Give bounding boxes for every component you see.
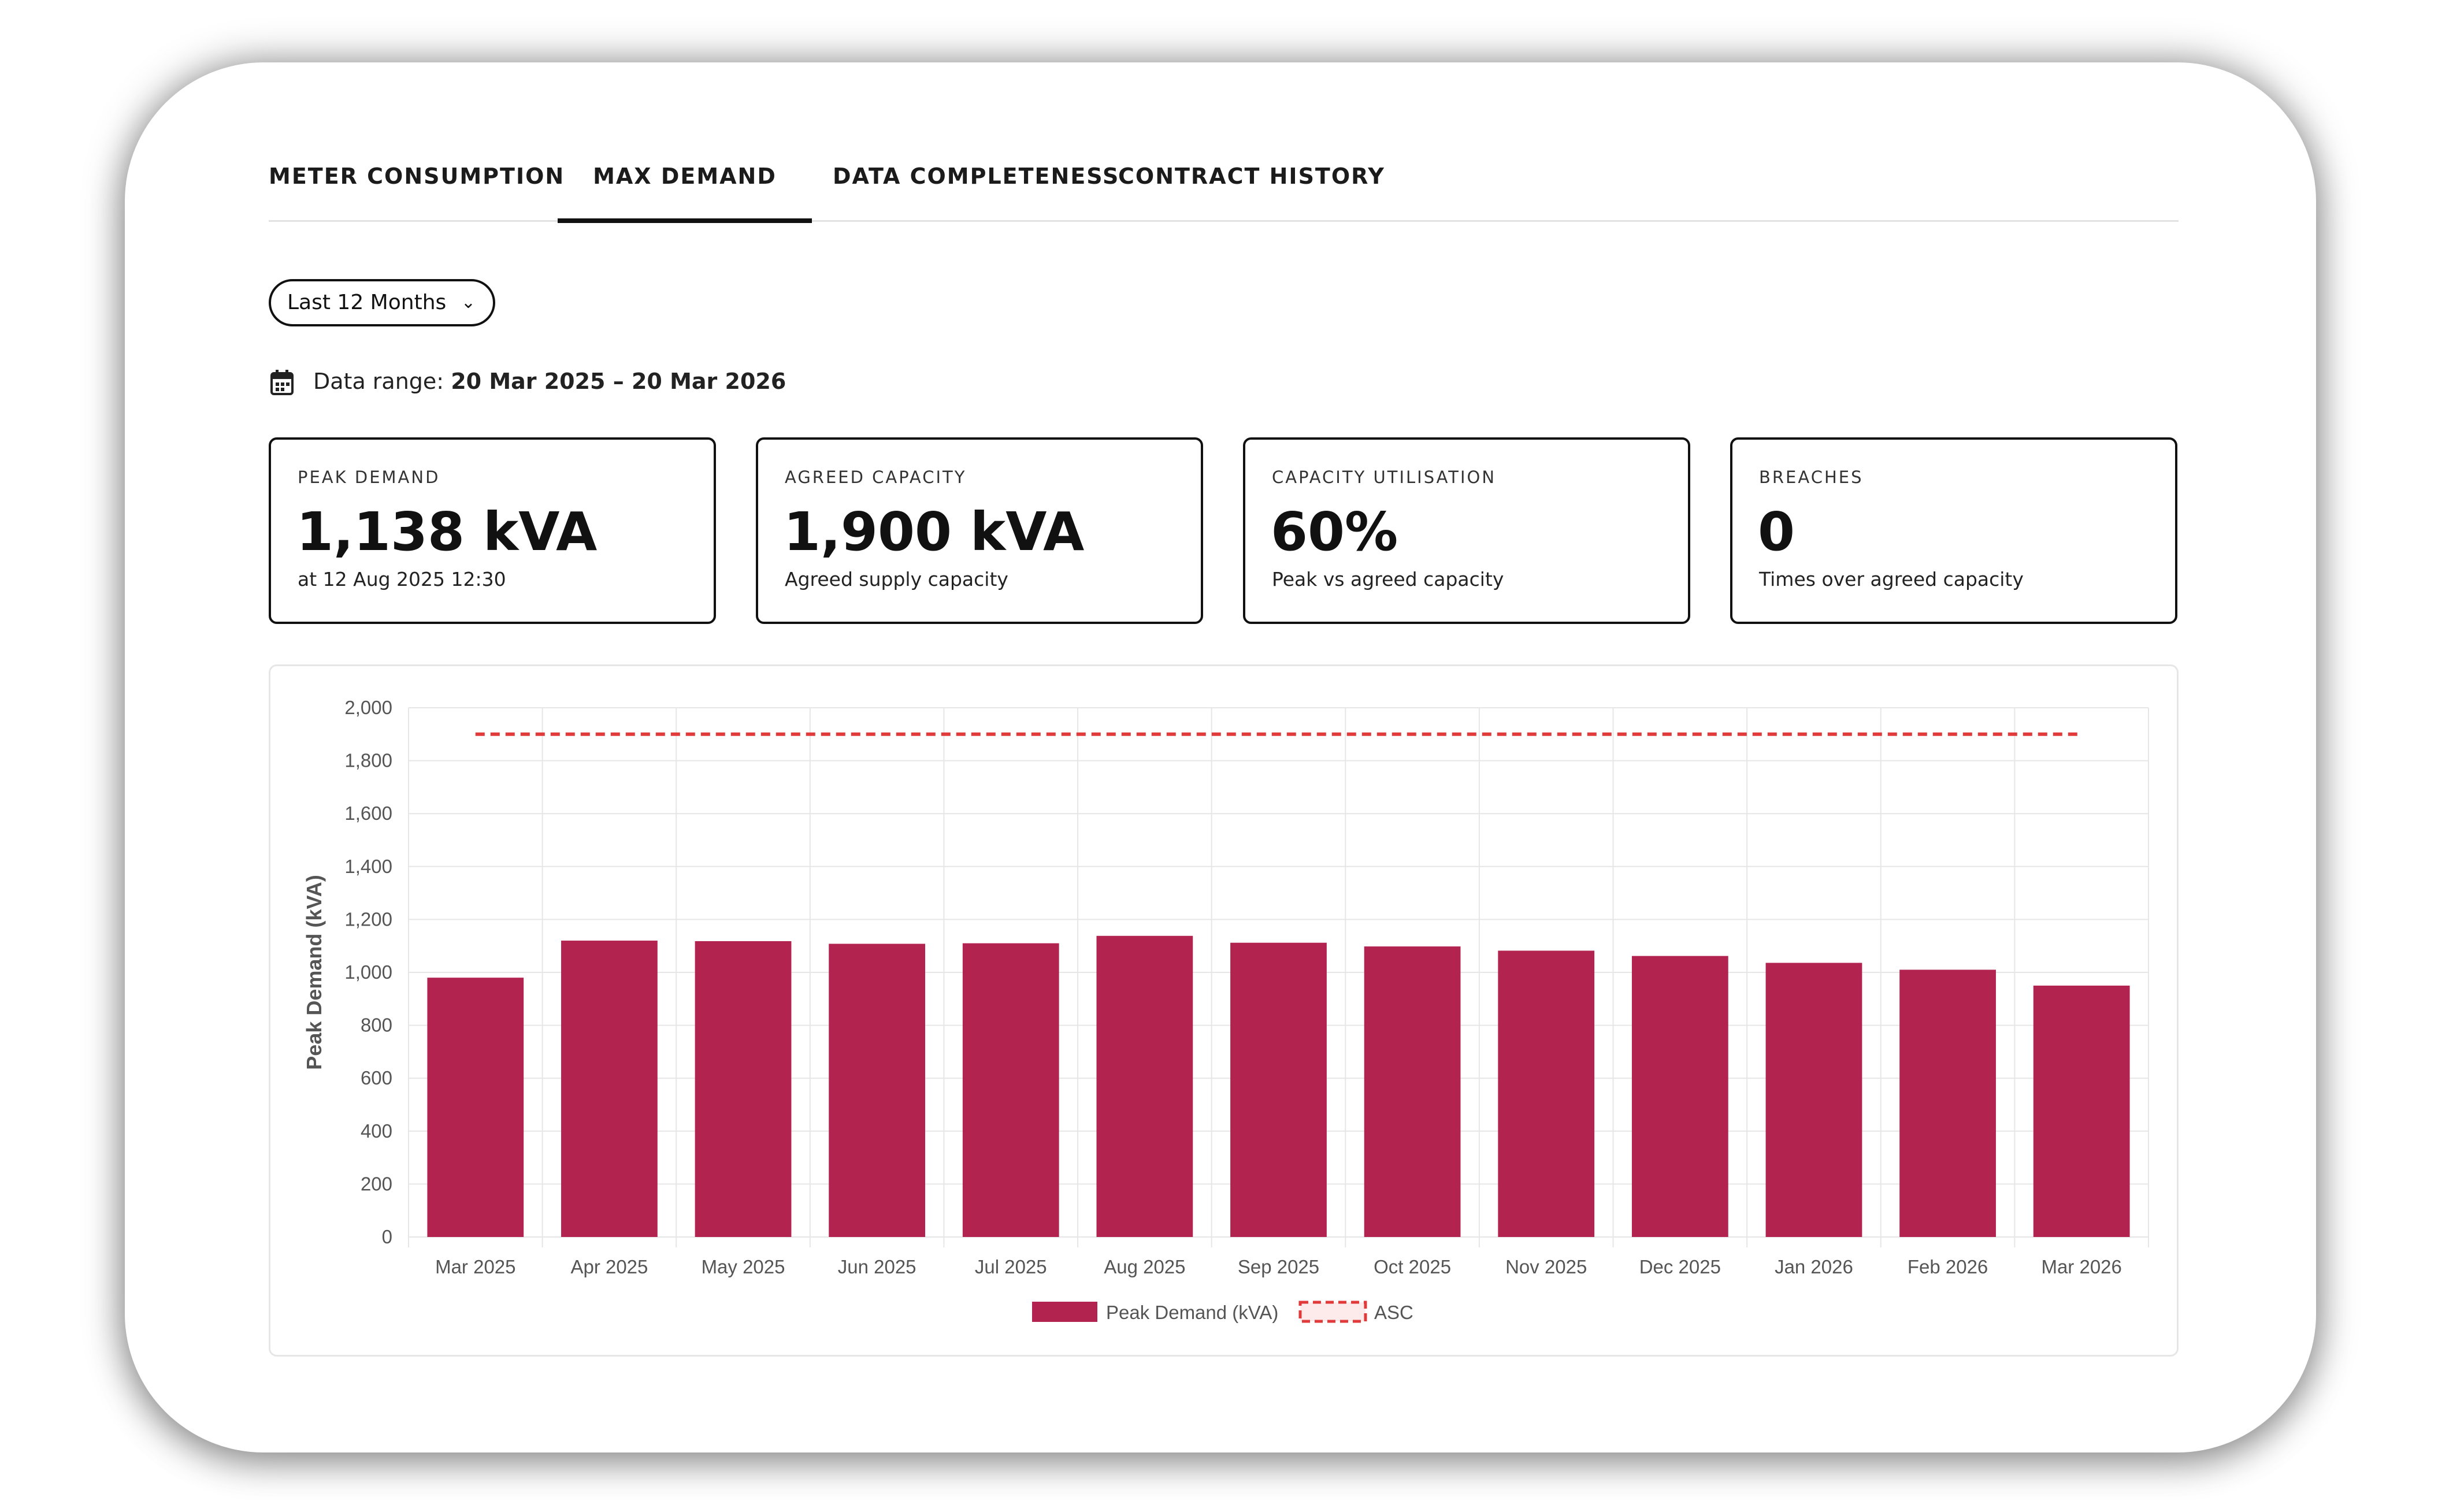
x-tick-label: Feb 2026 — [1908, 1256, 1988, 1277]
kpi-value: 1,138 kVA — [296, 501, 598, 563]
x-tick-label: Mar 2026 — [2041, 1256, 2121, 1277]
tab-data-completeness[interactable]: DATA COMPLETENESS — [833, 164, 1120, 189]
y-tick-label: 200 — [361, 1173, 392, 1194]
bar-peak-demand — [1364, 946, 1461, 1237]
bar-peak-demand — [427, 978, 524, 1237]
x-tick-label: Apr 2025 — [570, 1256, 648, 1277]
legend-label-asc: ASC — [1374, 1302, 1413, 1323]
x-tick-label: Jun 2025 — [838, 1256, 916, 1277]
bar-peak-demand — [962, 943, 1059, 1237]
x-tick-label: Nov 2025 — [1505, 1256, 1587, 1277]
tab-meter-consumption[interactable]: METER CONSUMPTION — [269, 164, 565, 189]
kpi-title: BREACHES — [1759, 467, 1864, 487]
y-tick-label: 400 — [361, 1120, 392, 1142]
x-tick-label: Aug 2025 — [1104, 1256, 1185, 1277]
legend-swatch-peak-demand — [1032, 1302, 1097, 1322]
kpi-card-agreed-capacity: AGREED CAPACITY 1,900 kVA Agreed supply … — [756, 437, 1203, 624]
bar-peak-demand — [1230, 942, 1327, 1237]
y-tick-label: 2,000 — [344, 697, 392, 718]
y-tick-label: 1,200 — [344, 908, 392, 930]
kpi-subtitle: Peak vs agreed capacity — [1272, 568, 1504, 590]
bar-peak-demand — [1765, 963, 1862, 1237]
bar-peak-demand — [2033, 985, 2130, 1237]
legend-label-peak-demand: Peak Demand (kVA) — [1106, 1302, 1278, 1323]
kpi-subtitle: Times over agreed capacity — [1759, 568, 2024, 590]
bar-peak-demand — [1899, 969, 1996, 1237]
kpi-title: AGREED CAPACITY — [785, 467, 967, 487]
period-dropdown[interactable]: Last 12 Months ⌄ — [269, 279, 495, 326]
y-tick-label: 600 — [361, 1067, 392, 1089]
tab-max-demand[interactable]: MAX DEMAND — [558, 153, 812, 223]
bar-peak-demand — [1631, 956, 1728, 1237]
y-tick-label: 1,800 — [344, 750, 392, 771]
max-demand-chart: 0 200 400 600 800 1,000 1,200 1,400 1,600 1,800 2,… — [302, 697, 2149, 1323]
legend-swatch-asc — [1298, 1301, 1367, 1323]
chevron-down-icon: ⌄ — [461, 292, 476, 313]
kpi-title: CAPACITY UTILISATION — [1272, 467, 1497, 487]
kpi-value: 1,900 kVA — [784, 501, 1085, 563]
x-tick-label: Dec 2025 — [1639, 1256, 1721, 1277]
period-dropdown-label: Last 12 Months — [287, 291, 447, 314]
kpi-title: PEAK DEMAND — [298, 467, 440, 487]
y-tick-label: 1,000 — [344, 961, 392, 983]
bar-peak-demand — [829, 943, 926, 1237]
y-tick-label: 0 — [382, 1226, 392, 1247]
x-tick-label: Sep 2025 — [1238, 1256, 1319, 1277]
kpi-value: 0 — [1758, 501, 1795, 563]
tab-bar: METER CONSUMPTION MAX DEMAND DATA COMPLE… — [269, 153, 2179, 223]
y-tick-label: 1,600 — [344, 803, 392, 824]
x-tick-label: Jan 2026 — [1775, 1256, 1853, 1277]
x-tick-label: Mar 2025 — [435, 1256, 515, 1277]
max-demand-chart-card: 0 200 400 600 800 1,000 1,200 1,400 1,600 1,800 2,… — [269, 664, 2179, 1357]
kpi-card-peak-demand: PEAK DEMAND 1,138 kVA at 12 Aug 2025 12:… — [269, 437, 716, 624]
kpi-subtitle: Agreed supply capacity — [785, 568, 1008, 590]
bar-peak-demand — [561, 941, 658, 1237]
y-tick-label: 1,400 — [344, 856, 392, 877]
x-tick-label: Oct 2025 — [1374, 1256, 1451, 1277]
data-range-value: 20 Mar 2025 – 20 Mar 2026 — [451, 369, 786, 394]
kpi-card-capacity-utilisation: CAPACITY UTILISATION 60% Peak vs agreed … — [1243, 437, 1690, 624]
y-axis-title: Peak Demand (kVA) — [302, 875, 326, 1069]
calendar-icon — [270, 370, 294, 395]
kpi-value: 60% — [1271, 501, 1398, 563]
bar-peak-demand — [1498, 950, 1595, 1237]
bar-peak-demand — [695, 941, 792, 1237]
x-tick-label: May 2025 — [702, 1256, 785, 1277]
kpi-card-breaches: BREACHES 0 Times over agreed capacity — [1730, 437, 2177, 624]
y-tick-label: 800 — [361, 1015, 392, 1036]
kpi-subtitle: at 12 Aug 2025 12:30 — [298, 568, 506, 590]
bar-peak-demand — [1096, 935, 1193, 1237]
x-tick-label: Jul 2025 — [975, 1256, 1047, 1277]
data-range-label: Data range: — [313, 369, 444, 394]
tab-contract-history[interactable]: CONTRACT HISTORY — [1118, 164, 1385, 189]
